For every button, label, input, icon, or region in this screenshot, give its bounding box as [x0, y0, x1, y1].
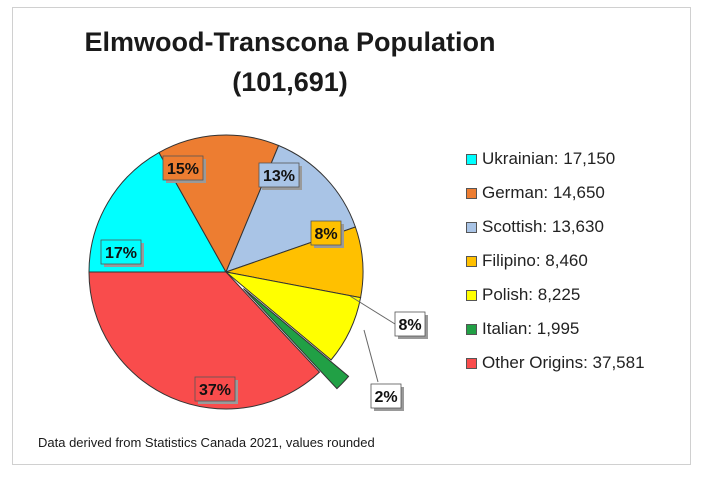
data-label-box	[370, 383, 402, 409]
pie-slice-scottish	[225, 144, 357, 273]
legend-label-italian: Italian: 1,995	[482, 319, 580, 338]
legend-swatch-german	[466, 187, 477, 199]
data-label-box	[100, 239, 142, 265]
legend-item-german: German: 14,650	[466, 176, 645, 210]
pie-slice-other-origins	[88, 271, 321, 410]
pie-slice-polish	[224, 271, 362, 361]
data-label-box	[258, 162, 300, 188]
data-label-ukrainian: 17%	[100, 239, 144, 267]
leader-line-italian	[363, 329, 379, 383]
data-label-scottish: 13%	[258, 162, 302, 190]
legend-swatch-filipino	[466, 255, 477, 267]
leader-line-polish	[349, 295, 396, 325]
data-label-other-origins: 37%	[194, 376, 238, 404]
data-label-filipino: 8%	[310, 220, 344, 248]
legend-item-ukrainian: Ukrainian: 17,150	[466, 142, 645, 176]
legend-label-other-origins: Other Origins: 37,581	[482, 353, 645, 372]
legend-swatch-other-origins	[466, 357, 477, 369]
pie-slice-italian	[243, 288, 350, 390]
data-label-polish: 8%	[394, 311, 428, 339]
legend-swatch-polish	[466, 289, 477, 301]
data-label-text: 37%	[199, 382, 231, 399]
legend-swatch-scottish	[466, 221, 477, 233]
chart-title: Elmwood-Transcona Population (101,691)	[70, 22, 510, 102]
legend-swatch-italian	[466, 323, 477, 335]
legend-item-other-origins: Other Origins: 37,581	[466, 346, 645, 380]
legend-label-scottish: Scottish: 13,630	[482, 217, 604, 236]
data-label-box	[162, 155, 204, 181]
data-label-text: 15%	[167, 161, 199, 178]
data-label-box	[194, 376, 236, 402]
legend-item-filipino: Filipino: 8,460	[466, 244, 645, 278]
data-label-box	[394, 311, 426, 337]
legend-label-filipino: Filipino: 8,460	[482, 251, 588, 270]
legend-swatch-ukrainian	[466, 153, 477, 165]
data-label-box	[310, 220, 342, 246]
chart-footnote: Data derived from Statistics Canada 2021…	[38, 435, 375, 450]
data-label-german: 15%	[162, 155, 206, 183]
data-label-text: 13%	[263, 168, 295, 185]
data-label-text: 8%	[398, 317, 421, 334]
data-label-italian: 2%	[370, 383, 404, 411]
chart-title-line1: Elmwood-Transcona Population	[84, 27, 496, 57]
data-label-text: 2%	[374, 389, 397, 406]
legend-item-polish: Polish: 8,225	[466, 278, 645, 312]
legend-label-german: German: 14,650	[482, 183, 605, 202]
data-label-text: 8%	[314, 226, 337, 243]
legend-label-ukrainian: Ukrainian: 17,150	[482, 149, 616, 168]
legend-item-scottish: Scottish: 13,630	[466, 210, 645, 244]
legend-item-italian: Italian: 1,995	[466, 312, 645, 346]
chart-title-line2: (101,691)	[232, 67, 348, 97]
data-label-text: 17%	[105, 245, 137, 262]
chart-legend: Ukrainian: 17,150 German: 14,650 Scottis…	[466, 142, 645, 380]
legend-label-polish: Polish: 8,225	[482, 285, 581, 304]
